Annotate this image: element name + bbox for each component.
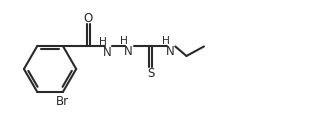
Text: H: H — [120, 36, 128, 46]
Text: Br: Br — [56, 95, 69, 108]
Text: H: H — [99, 37, 107, 47]
Text: H: H — [162, 36, 170, 46]
Text: N: N — [124, 45, 133, 58]
Text: O: O — [84, 12, 93, 25]
Text: N: N — [103, 46, 111, 59]
Text: N: N — [166, 45, 175, 58]
Text: S: S — [147, 67, 154, 80]
